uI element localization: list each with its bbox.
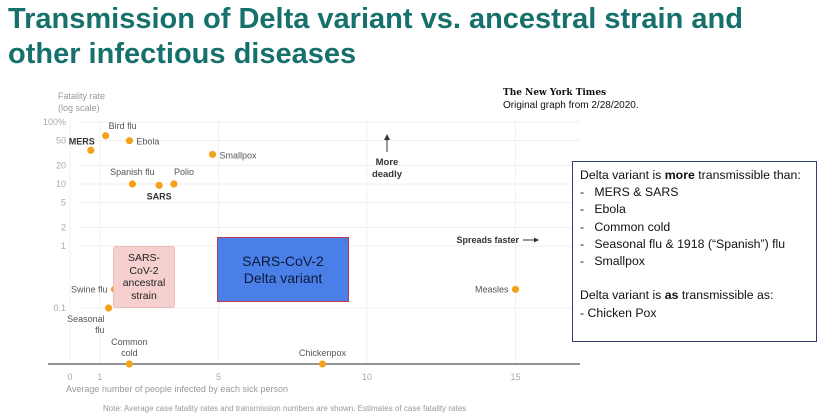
point-label: Ebola	[136, 137, 159, 147]
info-item: MERS & SARS	[594, 185, 679, 200]
point-label-line: cold	[121, 348, 138, 358]
data-point	[125, 360, 133, 368]
region-label-line: ancestral	[122, 277, 166, 289]
region-label-line: SARS-	[127, 252, 161, 264]
data-point	[102, 132, 110, 140]
annotation-more-deadly: More	[376, 157, 399, 168]
nyt-logo: The New York Times	[503, 88, 607, 98]
source-caption: Original graph from 2/28/2020.	[503, 100, 639, 111]
delta-variant-region: SARS-CoV-2 Delta variant	[217, 237, 349, 302]
footnote: Note: Average case fatality rates and tr…	[103, 404, 467, 413]
point-label: Spanish flu	[110, 167, 155, 177]
y-tick-label: 20	[56, 160, 66, 170]
x-tick-label: 15	[510, 372, 520, 382]
point-label: Bird flu	[109, 121, 137, 131]
info-box: Delta variant is more transmissible than…	[572, 161, 817, 342]
x-tick-label: 1	[97, 372, 102, 382]
info-item: Seasonal flu & 1918 (“Spanish”) flu	[594, 236, 786, 251]
info-item: - Chicken Pox	[580, 305, 657, 320]
info-item: Ebola	[594, 202, 626, 217]
y-tick-label: 0.1	[53, 303, 66, 313]
info-text: transmissible as:	[678, 288, 774, 303]
info-emphasis: more	[664, 168, 695, 182]
info-emphasis: as	[664, 288, 679, 303]
y-tick-label: 10	[56, 179, 66, 189]
info-item: Common cold	[594, 219, 671, 234]
y-axis-label: (log scale)	[58, 103, 100, 113]
point-label-line: Seasonal	[67, 314, 105, 324]
point-label: MERS	[69, 136, 95, 146]
y-tick-label: 5	[61, 198, 66, 208]
point-label: Measles	[475, 284, 509, 294]
point-label: Smallpox	[220, 150, 258, 160]
data-point	[87, 146, 95, 154]
x-tick-label: 5	[216, 372, 221, 382]
x-tick-label: 0	[67, 372, 72, 382]
arrow-head-icon	[384, 134, 390, 140]
data-point	[511, 285, 520, 293]
y-tick-label: 1	[61, 241, 66, 251]
y-tick-label: 2	[61, 222, 66, 232]
x-tick-label: 10	[362, 372, 372, 382]
x-axis-label: Average number of people infected by eac…	[66, 384, 288, 394]
region-label-line: CoV-2	[129, 264, 159, 277]
point-label: Seasonal flu	[67, 314, 105, 335]
region-label-line: Delta variant	[243, 269, 323, 286]
info-text: Delta variant is	[580, 288, 665, 303]
y-axis-label: Fatality rate	[58, 91, 105, 101]
point-label: Polio	[174, 167, 194, 177]
info-item: Smallpox	[594, 254, 645, 269]
data-point	[155, 181, 163, 189]
info-text: transmissible than:	[694, 168, 801, 182]
region-label-line: strain	[131, 289, 157, 302]
annotation-spreads-faster: Spreads faster	[456, 235, 519, 245]
y-tick-label: 100%	[43, 117, 66, 127]
data-point	[105, 304, 113, 312]
slide-title: Transmission of Delta variant vs. ancest…	[8, 3, 743, 70]
data-point	[128, 180, 136, 188]
annotation-more-deadly: deadly	[372, 169, 403, 180]
point-label: Common cold	[111, 337, 148, 358]
y-tick-label: 50	[56, 136, 66, 146]
data-point	[170, 180, 178, 188]
point-label: Swine flu	[71, 284, 108, 294]
point-label: Chickenpox	[299, 348, 347, 358]
info-text: Delta variant is	[580, 168, 665, 182]
data-point	[208, 150, 217, 159]
ancestral-strain-region: SARS- CoV-2 ancestral strain	[113, 246, 175, 308]
point-label-line: flu	[95, 325, 105, 335]
point-label: SARS	[147, 191, 172, 201]
arrow-head-icon	[534, 237, 539, 243]
data-point	[318, 360, 327, 368]
data-point	[125, 137, 133, 145]
region-label-line: SARS-CoV-2	[242, 252, 324, 269]
point-label-line: Common	[111, 337, 148, 347]
